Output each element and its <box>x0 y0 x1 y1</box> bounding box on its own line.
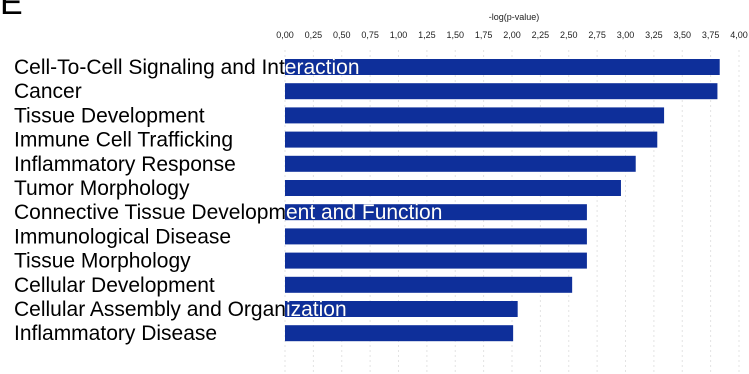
x-tick-label: 1,00 <box>390 30 408 40</box>
x-tick-label: 3,25 <box>645 30 663 40</box>
x-tick-label: 0,00 <box>276 30 294 40</box>
x-tick-label: 2,25 <box>532 30 550 40</box>
bar <box>285 131 658 148</box>
x-tick-label: 2,50 <box>560 30 578 40</box>
x-tick-label: 3,50 <box>673 30 691 40</box>
bar <box>285 325 514 342</box>
x-tick-label: 1,25 <box>418 30 436 40</box>
bar <box>285 83 718 100</box>
category-label: Tumor Morphology <box>14 177 190 200</box>
category-label: Cancer <box>14 80 82 103</box>
x-tick-label: 0,25 <box>305 30 323 40</box>
x-tick-label: 2,75 <box>588 30 606 40</box>
category-label: Inflammatory Disease <box>14 322 217 345</box>
category-label: Tissue Morphology <box>14 250 191 273</box>
bar <box>285 228 587 245</box>
category-label: Cellular Assembly and Organization <box>14 298 347 321</box>
bar <box>285 276 573 293</box>
panel-label: E <box>0 0 23 22</box>
category-label-on-bar: Cell-To-Cell Signaling and Interaction <box>14 56 360 79</box>
bar <box>285 180 621 196</box>
x-tick-label: 1,75 <box>475 30 493 40</box>
bar <box>285 107 665 124</box>
x-tick-label: 0,75 <box>361 30 379 40</box>
bar <box>285 59 720 75</box>
category-label: Immunological Disease <box>14 225 231 248</box>
category-label-on-bar: Connective Tissue Development and Functi… <box>14 201 442 224</box>
x-axis-ticks: 0,00 0,25 0,50 0,75 1,00 1,25 1,50 1,75 2,00 2,25… <box>276 30 748 40</box>
bar <box>285 252 587 269</box>
bar <box>285 155 636 172</box>
category-label: Cell-To-Cell Signaling and Interaction <box>14 56 360 79</box>
x-tick-label: 0,50 <box>333 30 351 40</box>
category-label-on-bar: Cellular Assembly and Organization <box>14 298 347 321</box>
bar <box>285 301 518 317</box>
x-tick-label: 2,00 <box>503 30 521 40</box>
category-label: Connective Tissue Development and Functi… <box>14 201 442 224</box>
category-label: Inflammatory Response <box>14 153 236 176</box>
category-label: Tissue Development <box>14 104 205 127</box>
category-label: Cellular Development <box>14 274 215 297</box>
x-tick-label: 4,00 <box>730 30 748 40</box>
category-label: Immune Cell Trafficking <box>14 129 233 152</box>
x-axis-title: -log(p-value) <box>489 12 540 22</box>
x-tick-label: 3,75 <box>702 30 720 40</box>
category-labels: Cell-To-Cell Signaling and Interaction Ce… <box>14 56 442 345</box>
x-tick-label: 1,50 <box>446 30 464 40</box>
bars <box>285 59 720 342</box>
x-tick-label: 3,00 <box>617 30 635 40</box>
bar <box>285 204 587 221</box>
